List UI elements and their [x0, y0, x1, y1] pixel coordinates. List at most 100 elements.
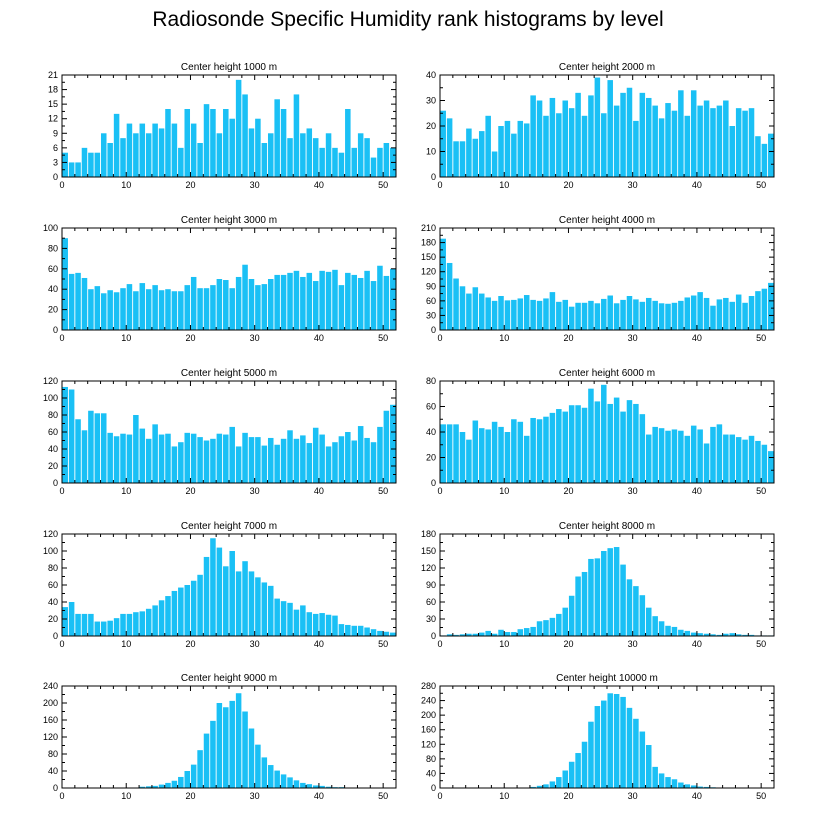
histogram-bar	[248, 128, 255, 177]
histogram-bar	[633, 299, 639, 330]
histogram-bar	[267, 585, 274, 636]
histogram-bar	[75, 162, 81, 177]
histogram-bar	[748, 435, 755, 483]
x-tick-label: 10	[121, 333, 131, 343]
histogram-panel-3: Center height 3000 m 0 10 20 30 40 50 0 20 40 60 80…	[43, 215, 397, 343]
histogram-bar	[498, 126, 504, 177]
histogram-bar	[68, 273, 75, 330]
histogram-bar	[703, 786, 710, 788]
y-tick-label: 0	[431, 478, 436, 488]
histogram-bar	[607, 693, 613, 788]
histogram-bar	[293, 609, 300, 636]
histogram-bar	[523, 123, 530, 177]
histogram-bar	[735, 294, 742, 330]
histogram-bar	[601, 384, 607, 483]
histogram-bar	[665, 103, 671, 177]
x-tick-label: 0	[437, 333, 442, 343]
panel-title: Center height 4000 m	[559, 215, 655, 226]
y-tick-label: 60	[426, 296, 436, 306]
histogram-bar	[491, 300, 498, 330]
histogram-bar	[390, 268, 396, 330]
histogram-bar	[562, 299, 569, 330]
histogram-panel-9: Center height 9000 m 0 10 20 30 40 50 0 40 80 120 1…	[43, 673, 397, 801]
histogram-bar	[300, 605, 306, 636]
histogram-bar	[588, 300, 594, 330]
histogram-bar	[575, 405, 581, 483]
histogram-bar	[581, 741, 588, 788]
histogram-bar	[152, 285, 158, 330]
histogram-bar	[300, 133, 306, 177]
histogram-bar	[729, 126, 736, 177]
histogram-bar	[556, 777, 562, 788]
y-tick-label: 210	[421, 223, 436, 233]
histogram-bar	[748, 634, 755, 636]
x-tick-label: 40	[314, 486, 324, 496]
histogram-bar	[158, 784, 165, 788]
histogram-bar	[158, 600, 165, 636]
x-tick-label: 20	[185, 180, 195, 190]
x-tick-label: 30	[628, 333, 638, 343]
histogram-bar	[511, 299, 517, 330]
y-tick-label: 60	[48, 580, 58, 590]
histogram-bar	[594, 303, 601, 330]
histogram-bar	[370, 442, 377, 483]
histogram-bar	[280, 601, 287, 636]
histogram-bar	[697, 786, 703, 788]
histogram-bar	[761, 143, 768, 177]
histogram-bar	[466, 633, 472, 636]
histogram-bar	[491, 151, 498, 177]
histogram-bar	[536, 100, 543, 177]
histogram-bar	[478, 428, 485, 483]
histogram-bar	[216, 133, 223, 177]
histogram-bar	[94, 621, 101, 636]
histogram-bar	[197, 143, 203, 177]
x-tick-label: 20	[563, 333, 573, 343]
histogram-bar	[306, 784, 313, 788]
x-tick-label: 40	[692, 791, 702, 801]
histogram-bar	[145, 289, 152, 330]
histogram-bar	[75, 419, 81, 483]
histogram-bar	[703, 297, 710, 330]
histogram-bar	[440, 424, 446, 483]
panel-title: Center height 7000 m	[181, 521, 277, 532]
histogram-bar	[742, 110, 748, 177]
histogram-bar	[88, 613, 94, 636]
panel-title: Center height 2000 m	[559, 62, 655, 73]
x-tick-label: 10	[499, 486, 509, 496]
histogram-bar	[171, 446, 178, 483]
histogram-bar	[216, 703, 223, 788]
histogram-bar	[62, 152, 68, 177]
y-tick-label: 100	[43, 393, 58, 403]
y-tick-label: 80	[426, 376, 436, 386]
y-tick-label: 30	[426, 96, 436, 106]
histogram-bar	[248, 437, 255, 483]
histogram-bar	[639, 414, 646, 483]
histogram-bar	[274, 274, 280, 330]
y-tick-label: 160	[43, 715, 58, 725]
histogram-bar	[697, 429, 703, 483]
histogram-bar	[184, 771, 191, 788]
y-tick-label: 18	[48, 85, 58, 95]
histogram-bar	[261, 143, 268, 177]
histogram-bar	[145, 608, 152, 636]
histogram-bar	[229, 288, 235, 330]
histogram-bar	[216, 547, 223, 636]
histogram-bar	[607, 80, 613, 177]
histogram-bar	[216, 433, 223, 483]
histogram-bar	[364, 627, 370, 636]
histogram-bar	[478, 293, 485, 330]
y-tick-label: 40	[48, 444, 58, 454]
histogram-bar	[197, 437, 203, 483]
histogram-bar	[68, 602, 75, 636]
histogram-bar	[453, 424, 459, 483]
histogram-bar	[235, 693, 242, 788]
histogram-bar	[338, 152, 345, 177]
histogram-bar	[178, 442, 184, 483]
y-tick-label: 40	[426, 427, 436, 437]
histogram-bar	[626, 296, 633, 330]
histogram-bar	[274, 770, 280, 788]
x-tick-label: 30	[628, 791, 638, 801]
histogram-bar	[601, 113, 607, 177]
histogram-bar	[293, 780, 300, 788]
histogram-bar	[145, 133, 152, 177]
